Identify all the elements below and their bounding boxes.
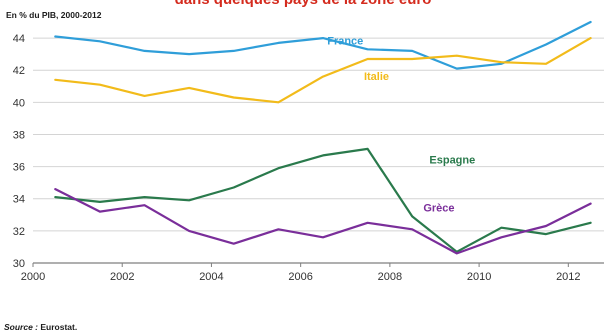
y-tick-label: 30 [13, 258, 25, 270]
source-text: Eurostat. [40, 322, 78, 332]
x-tick-label: 2008 [378, 271, 402, 283]
series-lines [54, 20, 592, 255]
x-tick-label: 2002 [110, 271, 134, 283]
x-tick-label: 2000 [21, 271, 45, 283]
grid-lines [33, 37, 604, 264]
y-tick-label: 40 [13, 97, 25, 109]
series-label-grece: Grèce [423, 203, 454, 215]
series-labels: France Italie Espagne Grèce [327, 35, 475, 214]
series-label-italie: Italie [364, 71, 389, 83]
x-axis-ticks: 2000 2002 2004 2006 2008 2010 2012 [21, 263, 581, 283]
source-note: Source : Eurostat. [4, 322, 77, 332]
source-label: Source : [4, 322, 39, 332]
x-tick-label: 2006 [288, 271, 312, 283]
y-tick-label: 38 [13, 129, 25, 141]
y-tick-label: 36 [13, 162, 25, 174]
series-label-france: France [327, 35, 363, 47]
y-tick-label: 34 [13, 194, 25, 206]
series-label-espagne: Espagne [429, 154, 475, 166]
y-tick-label: 44 [13, 33, 25, 45]
y-tick-label: 32 [13, 226, 25, 238]
x-tick-label: 2012 [556, 271, 580, 283]
x-tick-label: 2004 [199, 271, 223, 283]
chart-title: dans quelques pays de la zone euro [0, 0, 606, 8]
x-tick-label: 2010 [467, 271, 491, 283]
chart-subtitle: En % du PIB, 2000-2012 [6, 10, 102, 20]
y-axis-ticks: 30 32 34 36 38 40 42 44 [13, 33, 25, 270]
y-tick-label: 42 [13, 65, 25, 77]
